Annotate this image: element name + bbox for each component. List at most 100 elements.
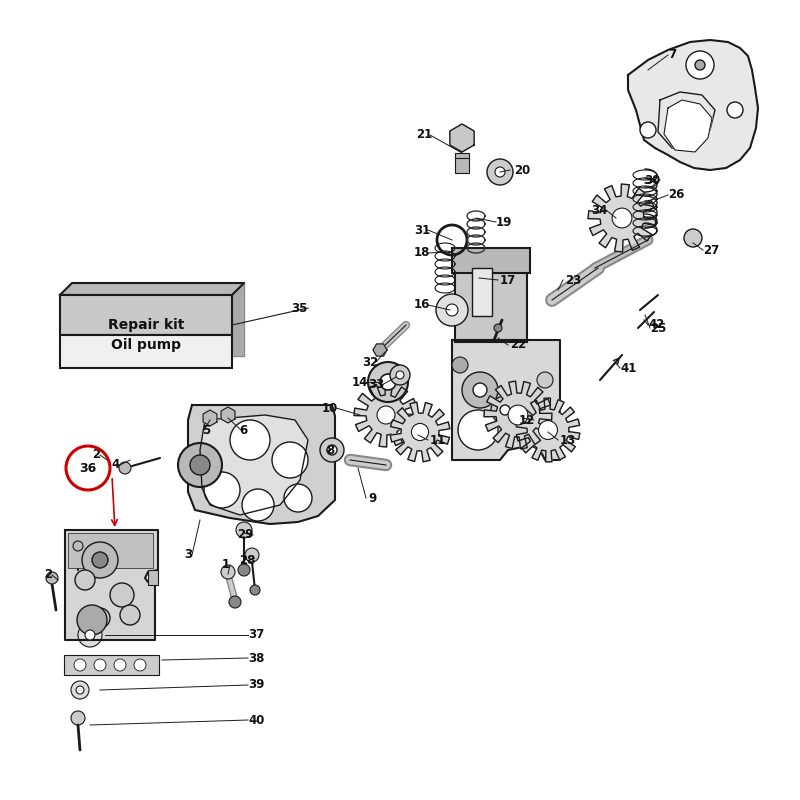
Circle shape (250, 585, 260, 595)
Text: 5: 5 (202, 423, 210, 437)
Circle shape (458, 410, 498, 450)
Circle shape (612, 208, 632, 228)
Polygon shape (484, 381, 552, 449)
Text: 12: 12 (518, 414, 535, 426)
Text: 27: 27 (703, 243, 719, 257)
Circle shape (695, 60, 705, 70)
Circle shape (221, 565, 235, 579)
Circle shape (396, 371, 404, 379)
Text: 19: 19 (496, 215, 512, 229)
Bar (68, 533, 153, 568)
Circle shape (320, 438, 344, 462)
Text: 4: 4 (112, 458, 120, 471)
Bar (455, 153, 469, 173)
Circle shape (229, 596, 241, 608)
Circle shape (452, 357, 468, 373)
Text: 23: 23 (565, 274, 582, 286)
Text: 21: 21 (416, 129, 432, 142)
Bar (60, 295, 232, 335)
Text: 25: 25 (650, 322, 666, 334)
Circle shape (508, 405, 528, 425)
Text: 13: 13 (560, 434, 576, 446)
Polygon shape (516, 398, 580, 462)
Text: 14: 14 (352, 375, 368, 389)
Circle shape (377, 406, 395, 424)
Text: 34: 34 (592, 203, 608, 217)
Circle shape (114, 659, 126, 671)
Text: 7: 7 (668, 49, 676, 62)
Polygon shape (72, 283, 244, 356)
Circle shape (380, 374, 396, 390)
Circle shape (92, 552, 108, 568)
Text: 41: 41 (620, 362, 636, 374)
Circle shape (71, 681, 89, 699)
Text: 18: 18 (414, 246, 430, 259)
Polygon shape (452, 340, 560, 460)
Polygon shape (60, 283, 244, 295)
Circle shape (74, 659, 86, 671)
Text: 2: 2 (44, 569, 52, 582)
Circle shape (538, 421, 558, 439)
Circle shape (110, 583, 134, 607)
Bar (455, 270, 527, 342)
Text: 36: 36 (79, 462, 97, 474)
Circle shape (76, 686, 84, 694)
Text: 26: 26 (668, 189, 684, 202)
Text: 10: 10 (322, 402, 338, 414)
Polygon shape (221, 407, 235, 423)
Text: 11: 11 (430, 434, 446, 446)
Text: 31: 31 (414, 223, 430, 237)
Text: Repair kit: Repair kit (108, 318, 184, 332)
Text: 6: 6 (239, 423, 247, 437)
Text: 9: 9 (368, 491, 376, 505)
Circle shape (238, 564, 250, 576)
Text: 1: 1 (222, 558, 230, 571)
Circle shape (500, 405, 510, 415)
Text: 40: 40 (248, 714, 264, 726)
Circle shape (537, 372, 553, 388)
Circle shape (134, 659, 146, 671)
Text: 32: 32 (362, 355, 378, 369)
Circle shape (75, 570, 95, 590)
Text: 3: 3 (184, 549, 192, 562)
Bar (452, 248, 530, 273)
Text: 30: 30 (644, 174, 660, 186)
Text: 35: 35 (292, 302, 308, 314)
Circle shape (284, 484, 312, 512)
Bar (148, 570, 158, 585)
Polygon shape (200, 415, 308, 515)
Circle shape (446, 304, 458, 316)
Circle shape (727, 102, 743, 118)
Circle shape (684, 229, 702, 247)
Polygon shape (203, 410, 217, 426)
Polygon shape (588, 184, 656, 252)
Circle shape (245, 548, 259, 562)
Text: 8: 8 (326, 443, 334, 457)
Polygon shape (628, 40, 758, 170)
Circle shape (78, 623, 102, 647)
Circle shape (204, 472, 240, 508)
Polygon shape (664, 100, 712, 152)
Polygon shape (354, 383, 418, 447)
Polygon shape (373, 344, 387, 356)
Text: 2: 2 (92, 449, 100, 462)
Circle shape (236, 522, 252, 538)
Circle shape (190, 455, 210, 475)
Text: 20: 20 (514, 163, 530, 177)
Text: 39: 39 (248, 678, 264, 691)
Polygon shape (65, 530, 158, 640)
Circle shape (82, 542, 118, 578)
Circle shape (640, 122, 656, 138)
Circle shape (242, 489, 274, 521)
Text: 37: 37 (248, 629, 264, 642)
Bar (64, 655, 159, 675)
Circle shape (230, 420, 270, 460)
Circle shape (487, 159, 513, 185)
Circle shape (436, 294, 468, 326)
Circle shape (473, 383, 487, 397)
Circle shape (46, 572, 58, 584)
Circle shape (272, 442, 308, 478)
Circle shape (411, 423, 429, 441)
Circle shape (390, 365, 410, 385)
Circle shape (178, 443, 222, 487)
